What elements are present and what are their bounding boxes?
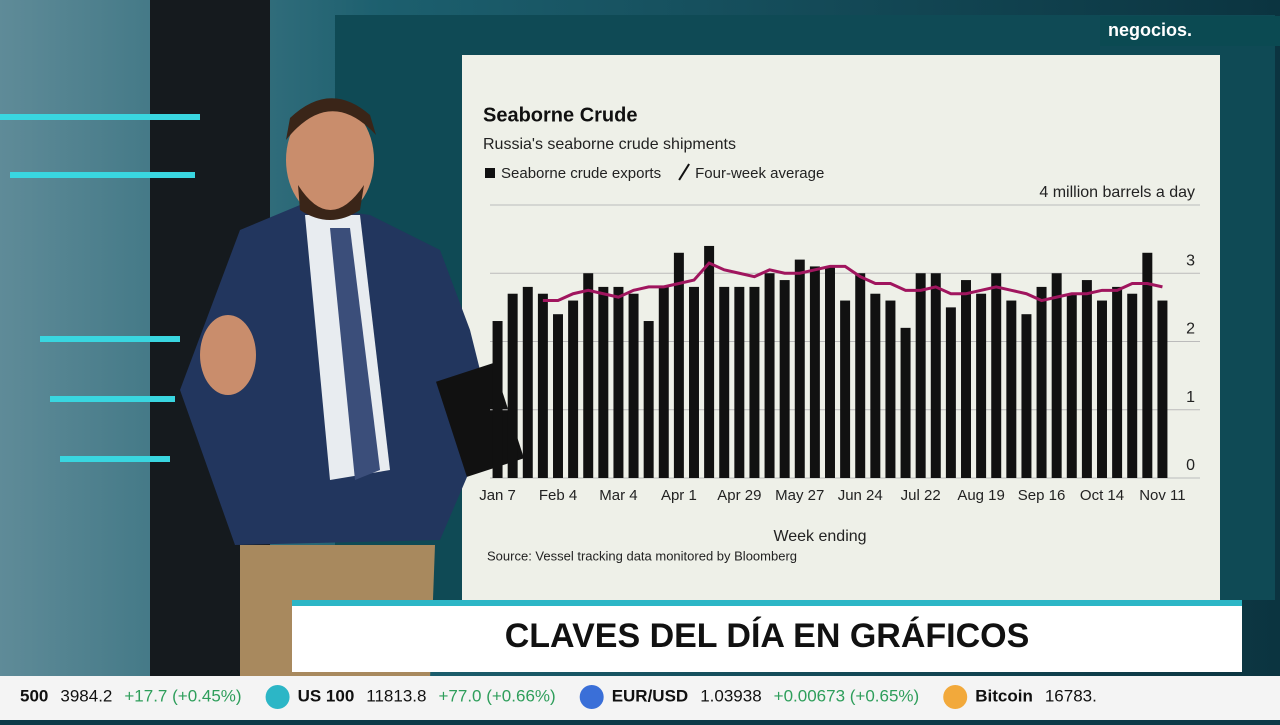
legend: Seaborne crude exports Four-week average (485, 163, 824, 182)
bar (522, 286, 533, 478)
chart-subtitle: Russia's seaborne crude shipments (483, 136, 736, 153)
bar (1157, 300, 1168, 478)
x-tick-label: Feb 4 (539, 487, 577, 504)
ticker-name: US 100 (298, 686, 355, 705)
y-tick-label: 4 million barrels a day (1039, 184, 1195, 201)
bar (1112, 286, 1123, 478)
bar (1066, 293, 1077, 478)
bar (794, 259, 805, 478)
ticker-price: 16783. (1045, 686, 1097, 705)
ticker-price: 3984.2 (60, 686, 112, 705)
bar (915, 273, 926, 478)
ticker: 500 3984.2 +17.7 (+0.45%) US 100 11813.8 +77.… (20, 685, 1097, 709)
bar (1006, 300, 1017, 478)
ticker-price: 1.03938 (700, 686, 761, 705)
bar (583, 273, 594, 478)
ticker-bar (0, 676, 1280, 720)
ticker-icon (265, 685, 290, 709)
x-tick-label: Jul 22 (901, 487, 941, 504)
bar (1127, 293, 1138, 478)
presenter (180, 98, 524, 680)
bar (749, 286, 760, 478)
bar (991, 273, 1002, 478)
bar (1051, 273, 1062, 478)
ticker-change: +17.7 (+0.45%) (124, 686, 241, 705)
legend-swatch (485, 168, 495, 178)
bar (1142, 252, 1153, 478)
ticker-name: 500 (20, 686, 48, 705)
legend-label: Four-week average (695, 165, 824, 182)
x-tick-label: Apr 1 (661, 487, 697, 504)
bar (825, 266, 835, 478)
bar (1021, 314, 1032, 478)
bar (945, 307, 956, 478)
x-tick-label: Jan 7 (479, 487, 516, 504)
ticker-name: Bitcoin (975, 686, 1033, 705)
bar (628, 293, 639, 478)
bar (704, 245, 715, 478)
x-tick-label: Aug 19 (957, 487, 1005, 504)
ticker-price: 11813.8 (366, 686, 426, 705)
bar (492, 321, 503, 478)
ticker-change: +0.00673 (+0.65%) (774, 686, 920, 705)
banner-title: CLAVES DEL DÍA EN GRÁFICOS (505, 617, 1030, 655)
light-strips (0, 114, 200, 462)
y-tick-label: 3 (1186, 252, 1195, 269)
y-tick-label: 0 (1186, 457, 1195, 474)
x-tick-label: Mar 4 (599, 487, 637, 504)
ticker-icon (943, 685, 968, 709)
average-line (542, 261, 1163, 303)
bar (930, 273, 941, 478)
bar (870, 293, 881, 478)
logo: negocios. (1108, 20, 1192, 40)
bar (673, 252, 684, 478)
x-tick-label: Sep 16 (1018, 487, 1066, 504)
legend-swatch (678, 163, 690, 181)
bar (764, 273, 775, 478)
bar (900, 327, 911, 478)
bar (507, 293, 518, 478)
banner (292, 600, 1242, 672)
bar (719, 286, 730, 478)
legend-label: Seaborne crude exports (501, 165, 661, 182)
bar (855, 273, 866, 478)
bar (1097, 300, 1107, 478)
bar (734, 286, 745, 478)
bar (840, 300, 851, 478)
plot: 0 1 2 3 4 million barrels a day Jan 7 Feb 4 Mar… (479, 184, 1200, 504)
bar (1036, 286, 1047, 478)
bar (961, 280, 971, 478)
ticker-icon (579, 685, 604, 709)
bar (598, 286, 609, 478)
bar (976, 293, 987, 478)
bar (658, 286, 669, 478)
x-tick-label: Apr 29 (717, 487, 761, 504)
chart-title: Seaborne Crude (483, 104, 637, 126)
bar (779, 280, 790, 478)
x-axis-title: Week ending (773, 528, 866, 545)
logo-box (1100, 16, 1280, 46)
bar (568, 300, 579, 478)
bar (689, 286, 699, 478)
y-tick-label: 2 (1186, 321, 1195, 338)
bar (537, 293, 548, 478)
x-tick-label: May 27 (775, 487, 824, 504)
bar (885, 300, 896, 478)
x-tick-label: Jun 24 (838, 487, 883, 504)
bar (1081, 280, 1092, 478)
bar (809, 266, 820, 478)
bar (553, 314, 563, 478)
x-tick-label: Oct 14 (1080, 487, 1124, 504)
source: Source: Vessel tracking data monitored b… (487, 548, 797, 563)
ticker-change: +77.0 (+0.66%) (438, 686, 555, 705)
bar (613, 286, 624, 478)
bar (643, 321, 654, 478)
banner-accent (292, 600, 1242, 606)
x-tick-label: Nov 11 (1139, 487, 1185, 504)
y-tick-label: 1 (1186, 389, 1195, 406)
ticker-name: EUR/USD (612, 686, 689, 705)
